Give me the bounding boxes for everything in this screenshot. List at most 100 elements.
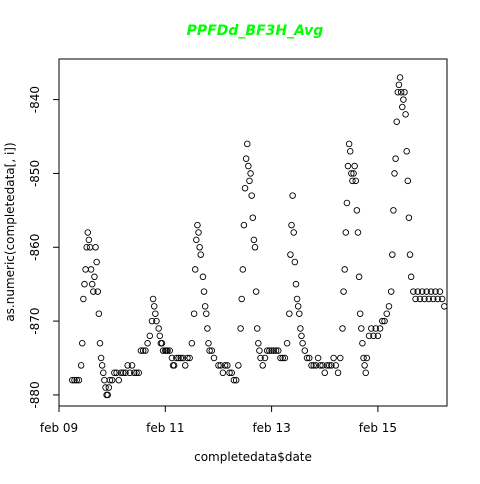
data-point xyxy=(290,229,297,236)
data-point xyxy=(389,251,396,258)
data-point xyxy=(312,362,320,369)
data-point xyxy=(365,332,373,340)
data-point xyxy=(158,339,166,347)
data-point xyxy=(372,325,379,332)
data-point xyxy=(149,295,157,303)
data-point xyxy=(168,354,176,362)
data-point xyxy=(441,303,448,310)
data-point xyxy=(96,339,104,347)
data-point xyxy=(221,362,229,369)
data-point xyxy=(430,295,437,303)
data-point xyxy=(228,369,235,377)
data-point xyxy=(387,288,395,295)
data-point xyxy=(133,369,140,377)
data-point xyxy=(412,295,419,303)
data-point xyxy=(308,362,315,369)
data-point xyxy=(404,177,412,185)
data-point xyxy=(370,332,377,340)
data-point xyxy=(392,155,399,162)
data-point xyxy=(122,369,129,377)
data-point xyxy=(150,303,158,310)
data-point xyxy=(291,258,299,266)
data-point xyxy=(142,347,149,354)
data-point xyxy=(427,288,435,295)
x-tick-label: feb 15 xyxy=(359,421,397,435)
data-point xyxy=(194,221,201,229)
data-point xyxy=(325,362,333,369)
data-point xyxy=(343,199,351,207)
data-point xyxy=(355,273,363,281)
data-point xyxy=(279,354,286,362)
data-point xyxy=(93,258,100,266)
data-point xyxy=(339,325,346,332)
data-point xyxy=(186,354,193,362)
data-point xyxy=(94,288,102,295)
data-point xyxy=(351,162,358,170)
data-point xyxy=(334,369,342,377)
data-point xyxy=(191,266,199,273)
y-axis-title: as.numeric(completedata[, i]) xyxy=(3,142,17,321)
data-point xyxy=(195,229,202,236)
data-point xyxy=(97,354,105,362)
data-point xyxy=(281,354,289,362)
data-point xyxy=(340,288,347,295)
data-point xyxy=(124,362,131,369)
data-point xyxy=(104,391,111,399)
data-point xyxy=(310,362,317,369)
data-point xyxy=(131,369,138,377)
data-point xyxy=(199,273,207,281)
data-point xyxy=(298,332,305,340)
data-point xyxy=(402,111,409,118)
data-point xyxy=(111,369,118,377)
data-point xyxy=(197,251,204,258)
data-point xyxy=(250,236,258,244)
data-point xyxy=(397,88,405,96)
y-tick-label: -880 xyxy=(28,381,42,408)
x-tick-label: feb 09 xyxy=(40,421,78,435)
data-point xyxy=(81,280,88,288)
data-point xyxy=(293,295,301,303)
data-point xyxy=(240,221,248,229)
data-point xyxy=(204,325,211,332)
data-point xyxy=(288,221,295,229)
data-points xyxy=(69,74,448,399)
y-tick-label: -860 xyxy=(28,234,42,261)
data-point xyxy=(330,354,337,362)
data-point xyxy=(391,170,398,177)
data-point xyxy=(247,170,254,177)
data-point xyxy=(346,148,354,155)
data-point xyxy=(323,362,331,369)
data-point xyxy=(272,347,280,354)
data-point xyxy=(403,148,410,155)
data-point xyxy=(90,288,97,295)
data-point xyxy=(77,362,85,369)
data-point xyxy=(200,288,208,295)
data-point xyxy=(190,310,198,317)
data-point xyxy=(348,170,355,177)
data-point xyxy=(155,325,162,332)
data-point xyxy=(423,288,430,295)
data-point xyxy=(166,347,173,354)
data-point xyxy=(91,273,98,281)
data-point xyxy=(401,88,408,96)
data-point xyxy=(98,362,106,369)
data-point xyxy=(105,384,113,391)
data-point xyxy=(277,354,284,362)
data-point xyxy=(299,339,306,347)
data-point xyxy=(117,369,125,377)
data-point xyxy=(328,362,335,369)
data-point xyxy=(102,384,109,391)
data-point xyxy=(395,81,403,89)
data-point xyxy=(80,295,87,303)
data-point xyxy=(332,362,340,369)
data-point xyxy=(368,325,375,332)
data-point xyxy=(414,288,422,295)
data-point xyxy=(314,354,322,362)
data-point xyxy=(206,347,213,354)
data-point xyxy=(319,362,326,369)
x-axis-title: completedata$date xyxy=(194,450,312,464)
data-point xyxy=(159,347,167,354)
data-point xyxy=(115,376,123,384)
chart-title: PPFDd_BF3H_Avg xyxy=(187,23,324,39)
